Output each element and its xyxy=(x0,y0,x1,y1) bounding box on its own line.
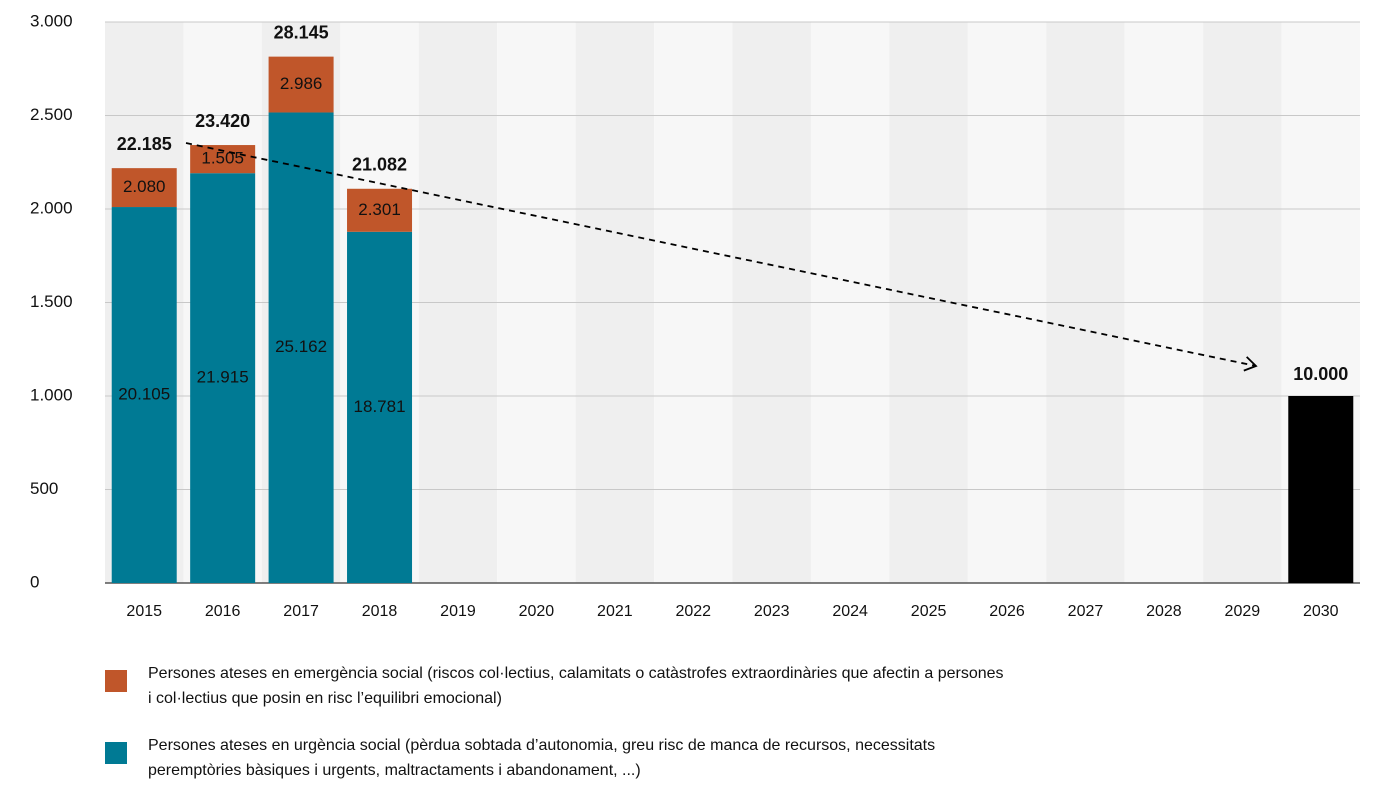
bar-segment xyxy=(347,188,413,232)
bar-segment xyxy=(268,56,334,113)
total-label: 23.420 xyxy=(195,111,250,131)
y-tick-label: 3.000 xyxy=(30,11,73,30)
data-label: 20.105 xyxy=(118,385,170,404)
x-tick-label: 2024 xyxy=(832,603,868,620)
legend-swatch xyxy=(105,670,127,692)
bar-segment xyxy=(347,231,413,584)
data-label: 2.301 xyxy=(358,200,401,219)
legend-item: Persones ateses en emergència social (ri… xyxy=(105,661,1008,711)
bar-segment xyxy=(111,207,177,583)
x-tick-label: 2015 xyxy=(126,603,162,620)
data-label: 2.986 xyxy=(280,74,323,93)
x-tick-label: 2021 xyxy=(597,603,633,620)
x-tick-label: 2025 xyxy=(911,603,947,620)
legend-item: Persones ateses en urgència social (pèrd… xyxy=(105,733,1008,783)
data-label: 10.000 xyxy=(1293,364,1348,384)
bar-segment xyxy=(111,168,177,208)
x-tick-label: 2016 xyxy=(205,603,241,620)
bar-segment xyxy=(190,173,256,583)
x-tick-label: 2030 xyxy=(1303,603,1339,620)
bar-segment xyxy=(1288,396,1354,583)
x-tick-label: 2029 xyxy=(1225,603,1261,620)
total-label: 22.185 xyxy=(117,134,172,154)
x-tick-label: 2023 xyxy=(754,603,790,620)
x-tick-label: 2017 xyxy=(283,603,319,620)
y-tick-label: 0 xyxy=(30,572,39,591)
total-label: 21.082 xyxy=(352,155,407,175)
y-tick-label: 2.500 xyxy=(30,105,73,124)
y-tick-label: 2.000 xyxy=(30,198,73,217)
x-tick-label: 2020 xyxy=(519,603,555,620)
x-tick-label: 2022 xyxy=(675,603,711,620)
x-tick-label: 2019 xyxy=(440,603,476,620)
y-tick-label: 500 xyxy=(30,479,58,498)
x-tick-label: 2027 xyxy=(1068,603,1104,620)
legend-label: Persones ateses en urgència social (pèrd… xyxy=(148,737,936,779)
x-tick-label: 2026 xyxy=(989,603,1025,620)
legend-swatch xyxy=(105,742,127,764)
total-label: 28.145 xyxy=(274,22,329,42)
data-label: 25.162 xyxy=(275,337,327,356)
y-tick-label: 1.000 xyxy=(30,385,73,404)
data-label: 2.080 xyxy=(123,177,166,196)
data-label: 18.781 xyxy=(354,397,406,416)
chart: 20.1052.08022.18521.9151.50523.42025.162… xyxy=(30,11,1360,620)
x-tick-label: 2018 xyxy=(362,603,398,620)
data-label: 21.915 xyxy=(197,368,249,387)
x-tick-label: 2028 xyxy=(1146,603,1182,620)
y-tick-label: 1.500 xyxy=(30,292,73,311)
bar-segment xyxy=(268,112,334,584)
legend-label: Persones ateses en emergència social (ri… xyxy=(148,665,1004,707)
